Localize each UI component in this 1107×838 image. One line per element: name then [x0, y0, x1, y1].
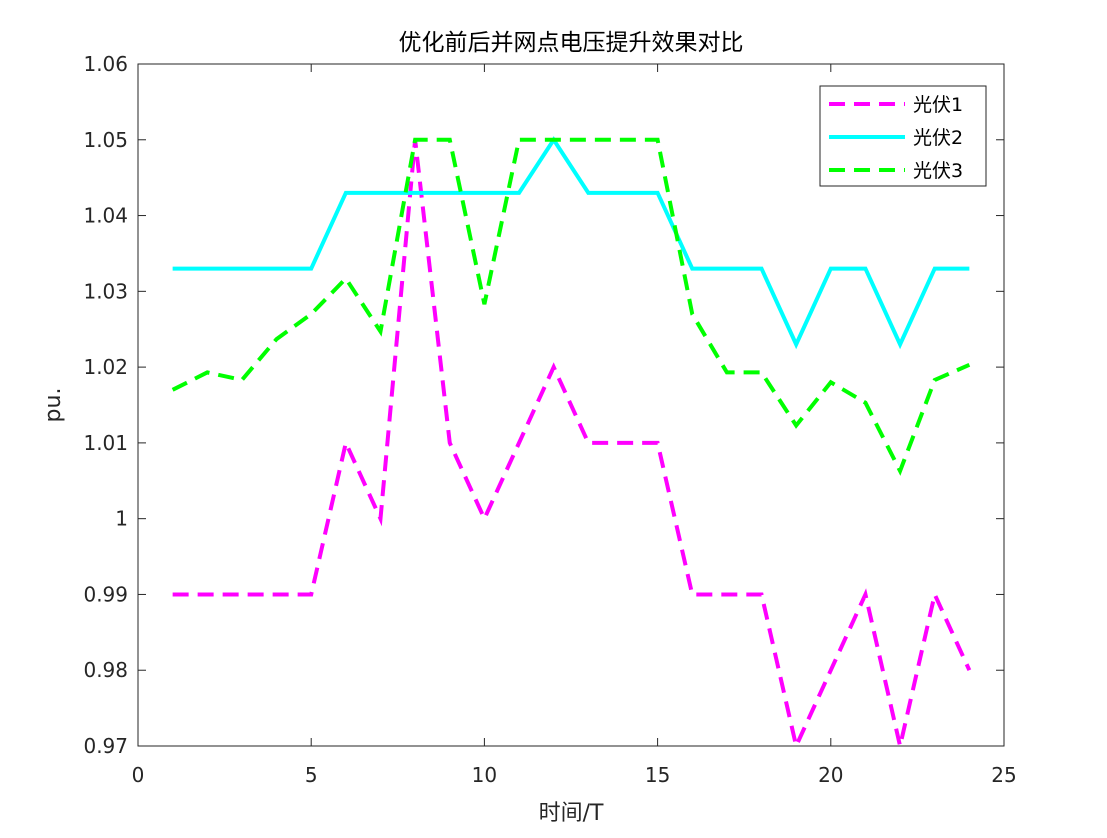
y-tick-label: 1.04	[83, 204, 128, 228]
x-tick-label: 5	[305, 763, 318, 787]
legend-label-1: 光伏1	[913, 94, 963, 116]
y-axis-label: pu.	[41, 388, 66, 423]
y-tick-label: 1.06	[83, 52, 128, 76]
y-tick-label: 0.98	[83, 658, 128, 682]
x-tick-label: 10	[472, 763, 497, 787]
y-tick-label: 1.02	[83, 355, 128, 379]
plot-frame	[137, 63, 1005, 747]
series-line-2	[172, 136, 970, 350]
y-tick-label: 1.05	[83, 128, 128, 152]
x-tick-label: 25	[991, 763, 1016, 787]
y-tick-label: 0.97	[83, 734, 128, 758]
x-axis-label: 时间/T	[539, 801, 604, 826]
legend-label-2: 光伏2	[913, 127, 963, 149]
x-tick-label: 0	[132, 763, 145, 787]
legend: 光伏1 光伏2 光伏3	[819, 85, 987, 187]
y-tick-label: 1	[115, 507, 128, 531]
legend-entries: 光伏1 光伏2 光伏3	[829, 94, 963, 182]
series-line-1	[172, 139, 972, 753]
chart-title: 优化前后并网点电压提升效果对比	[399, 30, 744, 56]
legend-label-3: 光伏3	[913, 160, 963, 182]
x-tick-label: 15	[645, 763, 670, 787]
y-tick-label: 1.03	[83, 279, 128, 303]
tick-layer	[137, 63, 1005, 747]
tick-label-layer: 0 5 10 15 20 25 0.97 0.98 0.99 1 1.01 1.02 1.03 1.04 1…	[83, 52, 1016, 787]
x-tick-label: 20	[818, 763, 843, 787]
series-line-3	[171, 137, 971, 476]
series-layer	[171, 136, 972, 753]
y-tick-label: 1.01	[83, 431, 128, 455]
y-tick-label: 0.99	[83, 582, 128, 606]
